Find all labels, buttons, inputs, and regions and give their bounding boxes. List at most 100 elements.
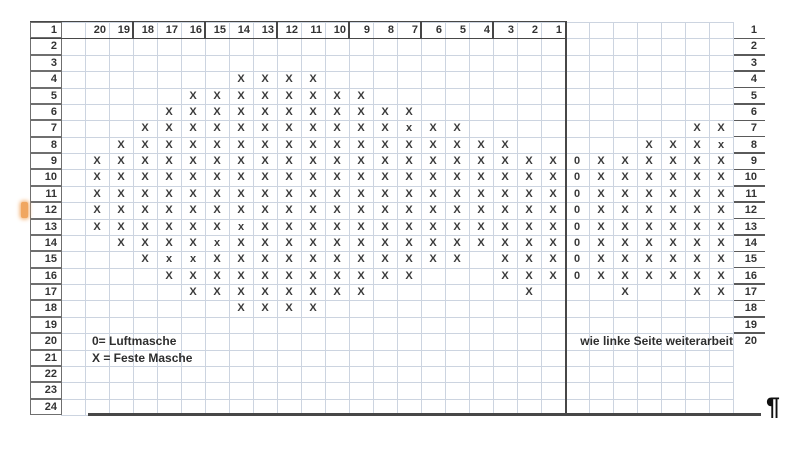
grid-cell[interactable]: X <box>357 187 365 200</box>
grid-cell[interactable]: X <box>525 155 533 167</box>
row-number-left[interactable]: 20 <box>30 333 62 350</box>
grid-cell[interactable]: X <box>693 187 701 200</box>
grid-cell[interactable]: X <box>429 236 437 249</box>
row-number-left[interactable]: 21 <box>30 349 62 366</box>
grid-cell[interactable]: X <box>669 171 677 184</box>
grid-cell[interactable]: X <box>117 204 125 217</box>
grid-cell[interactable]: X <box>333 89 341 102</box>
grid-cell[interactable]: X <box>693 236 701 249</box>
grid-cell[interactable]: X <box>381 122 389 135</box>
grid-cell[interactable]: X <box>309 89 317 102</box>
grid-cell[interactable]: X <box>309 302 317 315</box>
column-header[interactable]: 4 <box>483 24 490 36</box>
grid-cell[interactable]: X <box>309 187 317 200</box>
grid-cell[interactable]: X <box>717 122 725 135</box>
row-number-left[interactable]: 23 <box>30 382 62 399</box>
grid-cell[interactable]: X <box>213 187 221 200</box>
grid-cell[interactable]: X <box>165 269 173 282</box>
column-header[interactable]: 5 <box>459 24 466 36</box>
grid-cell[interactable]: X <box>285 286 293 298</box>
grid-cell[interactable]: X <box>549 269 557 282</box>
grid-cell[interactable]: X <box>213 171 221 184</box>
column-header[interactable]: 10 <box>333 24 346 36</box>
grid-cell[interactable]: X <box>357 253 365 266</box>
grid-cell[interactable]: X <box>477 155 485 167</box>
grid-cell[interactable]: x <box>165 253 173 266</box>
grid-cell[interactable]: X <box>357 204 365 217</box>
grid-cell[interactable]: X <box>237 187 245 200</box>
grid-cell[interactable]: X <box>261 89 269 102</box>
grid-cell[interactable]: X <box>453 236 461 249</box>
grid-cell[interactable]: X <box>237 269 245 282</box>
row-number-right[interactable]: 17 <box>744 286 757 298</box>
row-number-left[interactable]: 6 <box>30 103 62 121</box>
row-number-left[interactable]: 12 <box>30 202 62 219</box>
grid-cell[interactable]: X <box>501 220 509 233</box>
row-number-right[interactable]: 6 <box>750 105 757 118</box>
column-header[interactable]: 17 <box>165 24 178 36</box>
grid-cell[interactable]: X <box>717 236 725 249</box>
grid-cell[interactable]: X <box>237 302 245 315</box>
row-number-left[interactable]: 7 <box>30 120 62 137</box>
row-number-right[interactable]: 8 <box>750 138 757 151</box>
grid-cell[interactable]: X <box>117 155 125 167</box>
row-number-left[interactable]: 19 <box>30 316 62 334</box>
grid-cell[interactable]: X <box>117 171 125 184</box>
grid-cell[interactable]: X <box>381 236 389 249</box>
row-number-left[interactable]: 17 <box>30 284 62 301</box>
grid-cell[interactable]: 0 <box>573 236 581 249</box>
grid-cell[interactable]: X <box>597 171 605 184</box>
grid-cell[interactable]: X <box>621 269 629 282</box>
grid-cell[interactable]: X <box>141 253 149 266</box>
grid-cell[interactable]: X <box>693 286 701 298</box>
grid-cell[interactable]: 0 <box>573 171 581 184</box>
grid-cell[interactable]: X <box>285 155 293 167</box>
row-number-right[interactable]: 2 <box>750 40 757 53</box>
grid-cell[interactable]: X <box>189 171 197 184</box>
column-header[interactable]: 14 <box>237 24 250 36</box>
grid-cell[interactable]: X <box>621 187 629 200</box>
row-number-right[interactable]: 18 <box>744 302 757 315</box>
grid-cell[interactable]: X <box>237 89 245 102</box>
grid-cell[interactable]: X <box>261 253 269 266</box>
grid-cell[interactable]: X <box>237 155 245 167</box>
grid-cell[interactable]: X <box>141 204 149 217</box>
grid-cell[interactable]: X <box>429 155 437 167</box>
grid-cell[interactable]: X <box>597 187 605 200</box>
grid-cell[interactable]: X <box>309 105 317 118</box>
grid-cell[interactable]: X <box>381 187 389 200</box>
grid-cell[interactable]: X <box>405 187 413 200</box>
grid-cell[interactable]: X <box>645 171 653 184</box>
grid-cell[interactable]: X <box>141 236 149 249</box>
grid-cell[interactable]: X <box>189 187 197 200</box>
grid-cell[interactable]: X <box>477 187 485 200</box>
row-number-left[interactable]: 22 <box>30 365 62 383</box>
grid-cell[interactable]: X <box>165 105 173 118</box>
grid-cell[interactable]: X <box>693 155 701 167</box>
row-number-right[interactable]: 3 <box>750 56 757 69</box>
grid-cell[interactable]: X <box>357 269 365 282</box>
grid-cell[interactable]: X <box>309 286 317 298</box>
grid-cell[interactable]: X <box>525 204 533 217</box>
grid-cell[interactable]: X <box>285 269 293 282</box>
grid-cell[interactable]: X <box>525 253 533 266</box>
grid-cell[interactable]: X <box>357 105 365 118</box>
grid-cell[interactable]: X <box>333 204 341 217</box>
row-number-left[interactable]: 18 <box>30 300 62 317</box>
grid-cell[interactable]: 0 <box>573 155 581 167</box>
grid-cell[interactable]: X <box>501 253 509 266</box>
grid-cell[interactable]: X <box>645 204 653 217</box>
grid-cell[interactable]: X <box>405 204 413 217</box>
grid-cell[interactable]: X <box>501 236 509 249</box>
grid-cell[interactable]: 0 <box>573 204 581 217</box>
row-number-left[interactable]: 14 <box>30 234 62 252</box>
grid-cell[interactable]: X <box>453 253 461 266</box>
grid-cell[interactable]: X <box>237 73 245 86</box>
grid-cell[interactable]: X <box>213 155 221 167</box>
grid-cell[interactable]: X <box>357 171 365 184</box>
grid-cell[interactable]: X <box>357 155 365 167</box>
grid-cell[interactable]: X <box>645 138 653 151</box>
grid-cell[interactable]: X <box>693 220 701 233</box>
grid-cell[interactable]: X <box>309 220 317 233</box>
grid-cell[interactable]: x <box>717 138 725 151</box>
